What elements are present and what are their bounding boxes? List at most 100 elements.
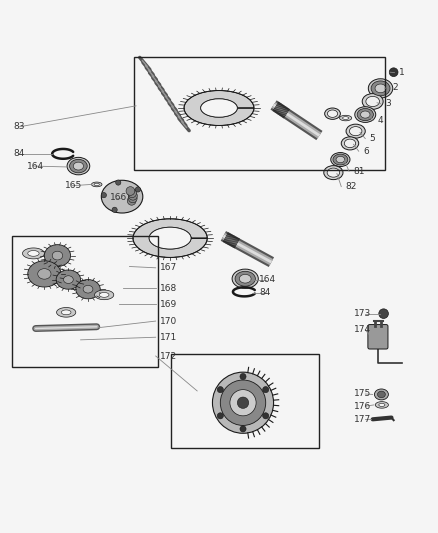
Ellipse shape	[235, 271, 255, 286]
Ellipse shape	[371, 81, 390, 96]
Ellipse shape	[333, 154, 348, 165]
Circle shape	[212, 372, 274, 433]
Text: 84: 84	[259, 288, 271, 297]
Ellipse shape	[325, 108, 340, 119]
Ellipse shape	[355, 107, 376, 123]
Text: 176: 176	[354, 402, 371, 411]
Circle shape	[230, 390, 256, 416]
Polygon shape	[28, 251, 39, 256]
Text: 4: 4	[378, 116, 383, 125]
Text: 169: 169	[160, 300, 177, 309]
Polygon shape	[339, 115, 352, 121]
Ellipse shape	[350, 127, 362, 136]
Text: 177: 177	[354, 415, 371, 424]
Polygon shape	[94, 183, 99, 185]
Ellipse shape	[239, 274, 251, 283]
Ellipse shape	[73, 162, 84, 170]
Text: 174: 174	[354, 325, 371, 334]
Ellipse shape	[341, 137, 359, 150]
Text: 83: 83	[13, 122, 25, 131]
Ellipse shape	[374, 389, 389, 400]
Ellipse shape	[44, 245, 71, 266]
Ellipse shape	[64, 276, 73, 284]
Ellipse shape	[375, 84, 386, 93]
Circle shape	[240, 374, 246, 379]
Polygon shape	[379, 403, 385, 407]
Ellipse shape	[362, 94, 383, 109]
Text: 84: 84	[13, 149, 24, 158]
Ellipse shape	[76, 280, 100, 299]
Ellipse shape	[52, 251, 63, 260]
Ellipse shape	[328, 110, 338, 117]
Ellipse shape	[70, 159, 87, 173]
Ellipse shape	[149, 227, 191, 249]
Circle shape	[237, 397, 249, 408]
Text: 166: 166	[110, 193, 127, 202]
Circle shape	[129, 191, 137, 200]
Ellipse shape	[101, 180, 143, 213]
Text: 1: 1	[399, 68, 405, 77]
Text: 3: 3	[385, 99, 391, 108]
Ellipse shape	[378, 391, 385, 398]
Text: 173: 173	[354, 309, 371, 318]
Ellipse shape	[67, 157, 90, 175]
Ellipse shape	[368, 79, 393, 98]
Polygon shape	[375, 402, 389, 408]
Circle shape	[135, 187, 141, 192]
Text: 172: 172	[160, 351, 177, 360]
Circle shape	[220, 380, 266, 425]
Text: 81: 81	[353, 167, 365, 176]
Polygon shape	[22, 248, 44, 259]
Bar	[134, 57, 385, 171]
Text: 2: 2	[392, 83, 398, 92]
Circle shape	[263, 386, 269, 393]
Text: 165: 165	[65, 181, 82, 190]
Circle shape	[126, 187, 135, 196]
Text: 5: 5	[370, 134, 375, 143]
Polygon shape	[57, 308, 76, 317]
Text: 168: 168	[160, 284, 177, 293]
Text: 175: 175	[354, 390, 371, 399]
Ellipse shape	[232, 269, 258, 288]
Circle shape	[389, 68, 398, 77]
Polygon shape	[99, 293, 109, 297]
Ellipse shape	[324, 166, 343, 180]
Ellipse shape	[360, 111, 370, 118]
Ellipse shape	[366, 96, 379, 107]
Circle shape	[101, 192, 106, 198]
Ellipse shape	[344, 139, 356, 148]
Circle shape	[217, 386, 223, 393]
Circle shape	[379, 309, 389, 318]
Ellipse shape	[327, 168, 339, 177]
Text: 170: 170	[160, 317, 177, 326]
Ellipse shape	[83, 285, 93, 293]
Circle shape	[128, 194, 137, 203]
Text: 6: 6	[363, 147, 369, 156]
Bar	[12, 236, 158, 367]
Ellipse shape	[28, 261, 61, 287]
Circle shape	[240, 426, 246, 432]
Ellipse shape	[346, 124, 365, 138]
Bar	[171, 354, 319, 448]
FancyBboxPatch shape	[368, 325, 388, 349]
Circle shape	[112, 207, 117, 213]
Ellipse shape	[56, 270, 81, 289]
Circle shape	[116, 180, 121, 185]
Circle shape	[217, 413, 223, 419]
Text: 171: 171	[160, 333, 177, 342]
Ellipse shape	[201, 99, 237, 117]
Polygon shape	[343, 117, 349, 119]
Circle shape	[128, 189, 137, 198]
Text: 82: 82	[346, 182, 357, 191]
Ellipse shape	[336, 156, 345, 163]
Polygon shape	[95, 290, 114, 300]
Circle shape	[127, 197, 136, 205]
Ellipse shape	[38, 269, 51, 279]
Polygon shape	[184, 91, 254, 125]
Polygon shape	[61, 310, 71, 315]
Polygon shape	[92, 182, 102, 187]
Text: 164: 164	[259, 275, 276, 284]
Ellipse shape	[357, 109, 373, 120]
Text: 167: 167	[160, 263, 177, 272]
Ellipse shape	[331, 152, 350, 166]
